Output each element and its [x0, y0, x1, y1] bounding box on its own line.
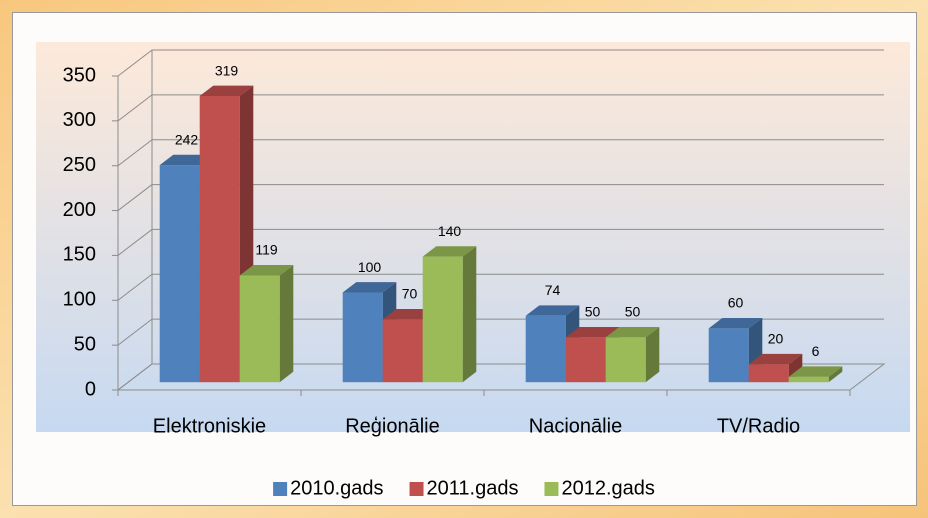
- legend-swatch: [409, 482, 424, 496]
- bar-side: [645, 326, 660, 383]
- legend-swatch: [273, 482, 288, 496]
- bar-top: [525, 305, 580, 316]
- chart-layer: 0 50 100 150 200 250 300 350 Elektroniskie Reģion…: [63, 49, 886, 499]
- value-label: 20: [768, 331, 784, 347]
- bar: [199, 96, 240, 383]
- legend-label: 2012.gads: [561, 477, 654, 499]
- grid-line: [117, 139, 153, 167]
- bar-top: [342, 282, 397, 293]
- value-label: 119: [255, 242, 278, 258]
- y-tick-label: 300: [63, 109, 96, 131]
- bar-top: [565, 326, 620, 338]
- bar-side: [462, 246, 477, 383]
- value-label: 50: [625, 304, 641, 320]
- bar: [342, 292, 383, 383]
- y-tick-label: 350: [63, 64, 96, 86]
- y-tick-label: 0: [85, 378, 96, 400]
- bar: [708, 328, 749, 383]
- value-label: 74: [545, 282, 561, 298]
- bar: [239, 275, 280, 383]
- y-tick-label: 250: [63, 154, 96, 176]
- value-label: 242: [175, 131, 199, 147]
- y-tick-label: 50: [74, 333, 96, 355]
- bar: [382, 319, 423, 383]
- bar: [159, 165, 200, 383]
- bar: [605, 337, 646, 383]
- grid-line: [117, 184, 153, 211]
- bar-top: [748, 353, 803, 365]
- bar-side: [828, 366, 843, 383]
- bar-top: [422, 246, 477, 257]
- bar: [422, 256, 463, 383]
- bar-top: [788, 366, 843, 377]
- value-label: 140: [438, 223, 462, 239]
- bar: [788, 376, 829, 383]
- x-tick-label: Elektroniskie: [153, 415, 266, 437]
- legend-label: 2010.gads: [290, 477, 383, 499]
- bar: [748, 364, 789, 383]
- value-label: 100: [358, 259, 382, 275]
- grid-line: [117, 318, 153, 346]
- grid-line: [117, 229, 153, 256]
- x-tick-label: Nacionālie: [529, 415, 622, 437]
- y-tick-label: 150: [63, 244, 96, 266]
- value-label: 70: [402, 286, 418, 302]
- y-tick-label: 100: [63, 289, 96, 311]
- value-label: 50: [585, 304, 601, 320]
- bar-top: [605, 326, 660, 338]
- bar: [525, 315, 566, 383]
- grid-line: [117, 273, 153, 301]
- x-tick-label: TV/Radio: [717, 415, 800, 437]
- bar-top: [239, 265, 294, 276]
- legend-swatch: [544, 482, 559, 496]
- grid-line: [117, 363, 153, 391]
- value-label: 60: [728, 295, 744, 311]
- bar-top: [199, 85, 254, 97]
- bar: [565, 337, 606, 383]
- value-label: 319: [215, 62, 239, 78]
- grid-line: [117, 94, 153, 122]
- bar-top: [708, 317, 763, 329]
- grid-line: [117, 49, 153, 77]
- y-tick-label: 200: [63, 199, 96, 221]
- value-label: 6: [812, 343, 820, 359]
- x-tick-label: Reģionālie: [345, 415, 440, 437]
- bar-side: [279, 265, 294, 383]
- legend-label: 2011.gads: [427, 477, 519, 499]
